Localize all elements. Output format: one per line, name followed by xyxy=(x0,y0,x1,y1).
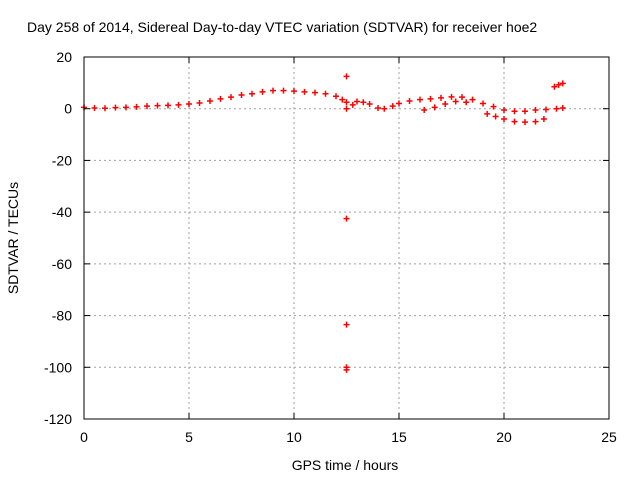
data-point xyxy=(349,101,356,108)
data-point xyxy=(559,104,566,111)
y-tick-label: 20 xyxy=(56,49,72,65)
x-tick-label: 5 xyxy=(185,429,193,445)
data-point xyxy=(469,96,476,103)
data-point xyxy=(343,366,350,373)
data-point xyxy=(511,108,518,115)
data-point xyxy=(343,105,350,112)
data-point xyxy=(490,103,497,110)
y-tick-label: -40 xyxy=(52,204,72,220)
data-point xyxy=(343,321,350,328)
data-point xyxy=(459,94,465,101)
data-point xyxy=(343,73,350,80)
data-point xyxy=(112,104,119,111)
data-point xyxy=(511,118,518,125)
data-point xyxy=(133,103,140,110)
data-point xyxy=(270,87,276,94)
data-point xyxy=(312,89,318,96)
data-point xyxy=(207,97,213,104)
data-point xyxy=(238,92,245,99)
data-point xyxy=(343,215,350,222)
data-point xyxy=(366,101,373,108)
plot-frame xyxy=(83,56,610,420)
data-point xyxy=(333,93,339,100)
data-point xyxy=(431,104,438,111)
data-point xyxy=(91,104,98,111)
data-point xyxy=(360,99,367,106)
y-tick-label: -80 xyxy=(52,308,72,324)
data-point xyxy=(301,88,308,95)
x-tick-label: 10 xyxy=(286,429,302,445)
data-series xyxy=(81,73,566,373)
data-point xyxy=(438,94,444,101)
data-point xyxy=(492,113,499,120)
data-point xyxy=(228,94,234,101)
data-point xyxy=(559,80,566,87)
y-tick-label: 0 xyxy=(64,101,72,117)
data-point xyxy=(501,116,507,123)
y-tick-label: -100 xyxy=(44,359,72,375)
data-point xyxy=(249,90,255,97)
data-point xyxy=(551,83,558,90)
x-tick-label: 15 xyxy=(391,429,407,445)
data-point xyxy=(102,105,108,112)
data-point xyxy=(259,88,266,95)
data-point xyxy=(375,104,381,111)
chart-title: Day 258 of 2014, Sidereal Day-to-day VTE… xyxy=(27,19,537,35)
data-point xyxy=(175,101,182,108)
data-point xyxy=(144,103,150,110)
x-tick-label: 0 xyxy=(80,429,88,445)
y-tick-label: -120 xyxy=(44,411,72,427)
data-point xyxy=(427,95,434,102)
data-point xyxy=(291,88,297,95)
data-point xyxy=(217,95,224,102)
data-point xyxy=(480,100,486,107)
y-tick-label: -60 xyxy=(52,256,72,272)
data-point xyxy=(154,102,161,109)
data-point xyxy=(343,99,350,106)
data-point xyxy=(555,81,562,88)
x-tick-label: 25 xyxy=(601,429,617,445)
data-point xyxy=(381,105,388,112)
x-axis-label: GPS time / hours xyxy=(292,457,399,473)
data-point xyxy=(553,105,560,112)
data-point xyxy=(196,100,203,107)
data-point xyxy=(540,116,547,123)
data-point xyxy=(463,99,470,106)
data-point xyxy=(322,90,329,97)
data-point xyxy=(442,101,449,108)
data-point xyxy=(448,93,455,100)
data-point xyxy=(354,98,360,105)
axis-ticks: 0 5 10 15 20 25 20 0 -20 -40 -60 -80 -100 -120 xyxy=(44,49,617,445)
data-point xyxy=(339,96,346,103)
data-point xyxy=(417,96,423,103)
data-point xyxy=(186,101,192,108)
data-point xyxy=(389,103,396,110)
data-point xyxy=(484,110,491,117)
data-point xyxy=(522,108,528,115)
data-point xyxy=(421,107,428,114)
data-point xyxy=(532,118,539,125)
data-point xyxy=(396,100,402,107)
data-point xyxy=(522,119,528,126)
data-point xyxy=(406,97,413,104)
data-point xyxy=(280,87,287,94)
data-point xyxy=(543,106,549,113)
x-tick-label: 20 xyxy=(496,429,512,445)
data-point xyxy=(501,107,507,114)
data-point xyxy=(123,104,129,111)
y-tick-label: -20 xyxy=(52,152,72,168)
y-axis-label: SDTVAR / TECUs xyxy=(5,182,21,294)
data-point xyxy=(452,98,459,105)
data-point xyxy=(532,107,539,114)
data-point xyxy=(165,102,171,109)
